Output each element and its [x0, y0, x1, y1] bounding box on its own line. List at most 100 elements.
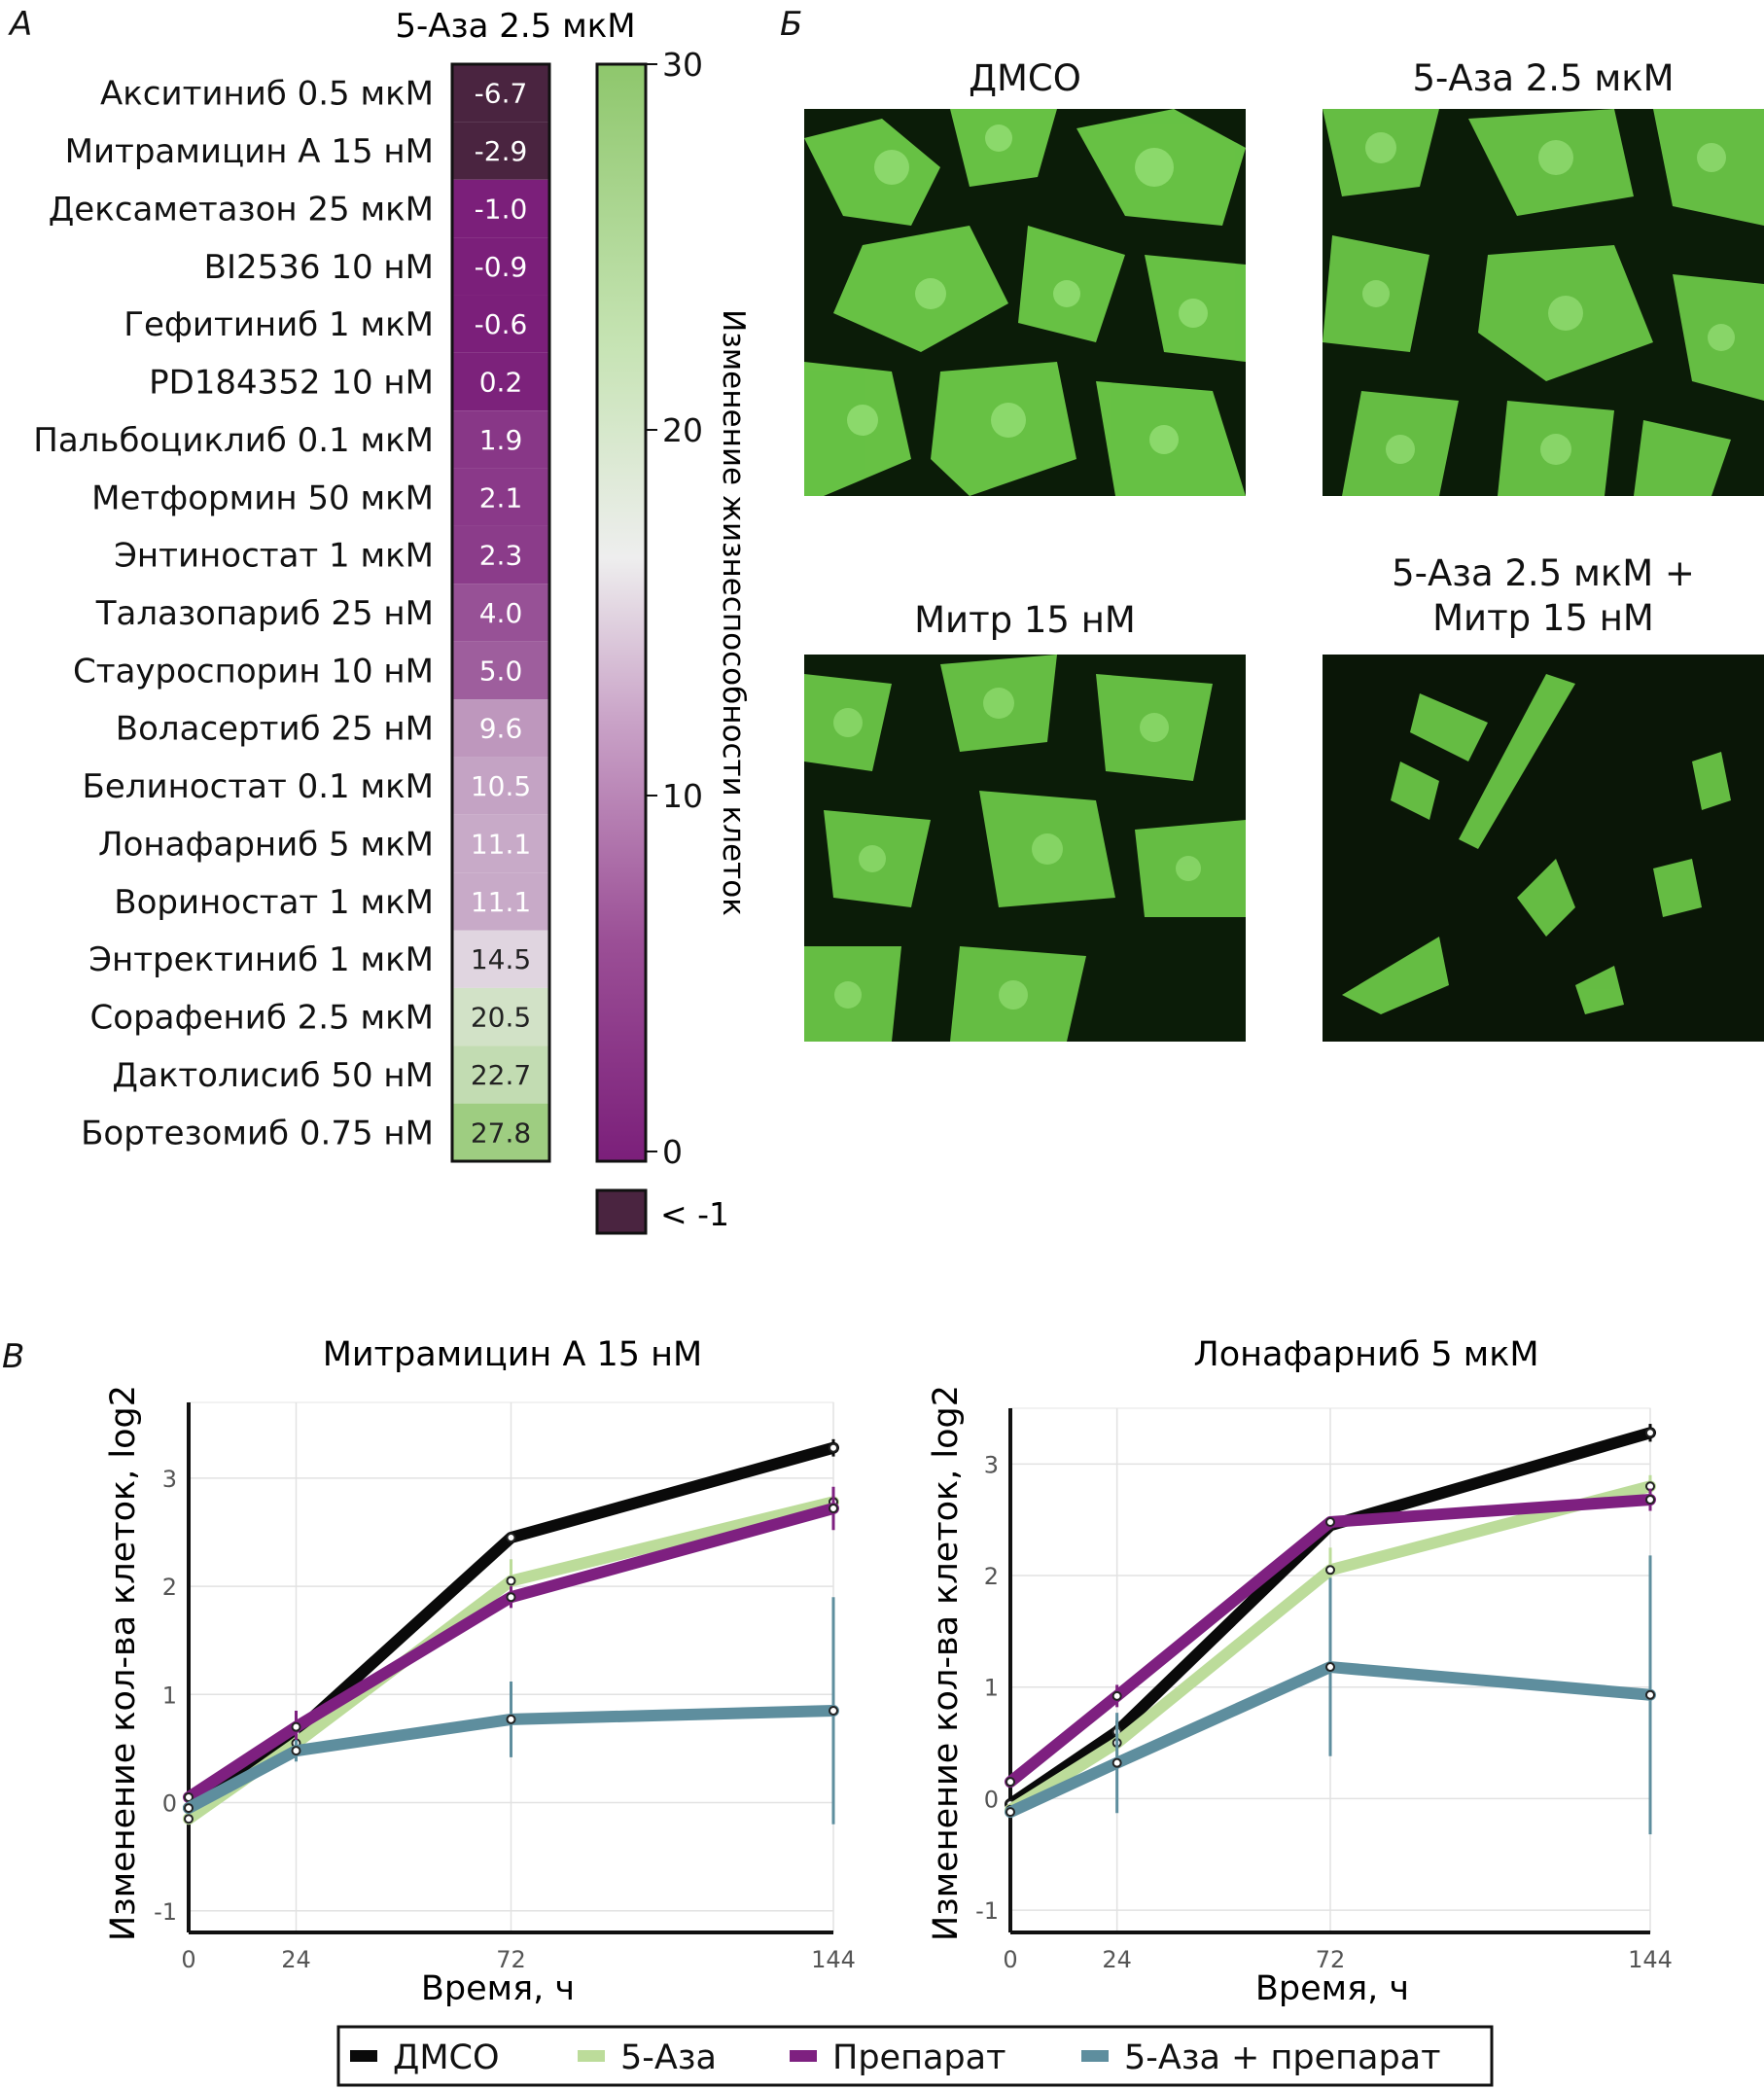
under-range-label: < -1: [660, 1195, 729, 1233]
heatmap-row-label: Энтректиниб 1 мкМ: [88, 940, 434, 979]
micrograph-aza: [1323, 109, 1764, 496]
heatmap-cell: [452, 352, 549, 411]
micrograph-combo: [1323, 655, 1764, 1042]
data-point: [1645, 1428, 1655, 1438]
data-point: [184, 1791, 194, 1802]
micrograph-title-combo: 5-Аза 2.5 мкМ + Митр 15 нМ: [1323, 551, 1764, 641]
x-tick-label: 0: [181, 1946, 195, 1973]
heatmap-cell: [452, 757, 549, 815]
chart-lonafarnib: Лонафарниб 5 мкМ Изменение кол-ва клеток…: [927, 1335, 1673, 2008]
heatmap-cell-value: 1.9: [479, 424, 523, 456]
heatmap-row-label: Пальбоциклиб 0.1 мкМ: [33, 421, 434, 460]
data-point: [1111, 1757, 1122, 1768]
heatmap-column-label: 5-Аза 2.5 мкМ: [395, 7, 635, 46]
heatmap-cell-value: 27.8: [471, 1116, 531, 1149]
y-tick-label: 3: [162, 1466, 177, 1493]
series-препарат-line: [183, 1503, 839, 1803]
heatmap-cell-value: 9.6: [479, 713, 523, 745]
data-point: [1645, 1495, 1655, 1506]
heatmap-row-label: Гефитиниб 1 мкМ: [123, 305, 434, 344]
x-tick-label: 24: [281, 1946, 311, 1973]
y-tick-label: -1: [154, 1898, 177, 1926]
heatmap-row-label: Митрамицин А 15 нМ: [65, 132, 434, 171]
heatmap-row-label: Сорафениб 2.5 мкМ: [90, 999, 434, 1038]
y-tick-label: -1: [975, 1897, 999, 1925]
heatmap-frame: [450, 62, 551, 1163]
series-дмсо-line: [183, 1441, 839, 1815]
colorbar-tick-label: 30: [662, 46, 703, 84]
heatmap-row-label: Талазопариб 25 нМ: [95, 594, 434, 633]
colorbar-label: Изменение жизнеспособности клеток: [716, 309, 751, 916]
micrograph-title-dmso: ДМСО: [969, 57, 1081, 99]
heatmap-cell-value: 0.2: [479, 367, 523, 399]
x-tick-label: 144: [1628, 1946, 1673, 1973]
data-point: [506, 1592, 516, 1603]
data-point: [829, 1705, 838, 1716]
heatmap-cell-value: 20.5: [471, 1002, 531, 1034]
colorbar-tick-label: 0: [662, 1133, 683, 1171]
panel-letter-c: В: [2, 1337, 24, 1376]
legend-frame: [336, 2025, 1494, 2087]
heatmap-cell-value: 2.3: [479, 540, 523, 572]
chart-xlabel-lonafarnib: Время, ч: [1255, 1969, 1409, 2008]
legend-swatch: [578, 2050, 605, 2062]
series-5-аза-line: [1005, 1480, 1656, 1816]
heatmap-cell: [452, 237, 549, 296]
data-point: [1645, 1689, 1655, 1700]
line-charts-panel: В Митрамицин А 15 нМ Изменение кол-ва кл…: [2, 1335, 1673, 2087]
heatmap-cell-value: -0.9: [475, 251, 528, 283]
series-5-аза-препарат-line: [1005, 1661, 1656, 1819]
heatmap-cell-value: 22.7: [471, 1059, 531, 1091]
heatmap-cell-value: -2.9: [475, 135, 528, 167]
heatmap-cell-value: -1.0: [475, 193, 528, 225]
x-tick-label: 72: [1316, 1946, 1346, 1973]
legend-label: Препарат: [832, 2038, 1005, 2077]
chart-title-mitramycin: Митрамицин А 15 нМ: [323, 1335, 703, 1374]
data-point: [829, 1442, 838, 1453]
under-range-swatch: [595, 1188, 648, 1235]
heatmap-row-label: Стауроспорин 10 нМ: [73, 652, 434, 691]
x-tick-label: 24: [1102, 1946, 1132, 1973]
data-point: [184, 1814, 194, 1824]
x-tick-label: 72: [496, 1946, 526, 1973]
colorbar: [595, 62, 648, 1163]
data-point: [291, 1746, 301, 1756]
series-5-аза-препарат-line: [183, 1704, 839, 1815]
heatmap-cell: [452, 584, 549, 642]
heatmap-cell-value: 11.1: [471, 828, 531, 860]
panel-letter-b: Б: [780, 5, 802, 44]
colorbar-tick-label: 10: [662, 777, 703, 815]
x-tick-label: 144: [811, 1946, 856, 1973]
legend-swatch: [350, 2050, 377, 2062]
micrograph-mitr: [804, 655, 1246, 1042]
heatmap-row-label: Метформин 50 мкМ: [91, 478, 434, 517]
heatmap-cell: [452, 179, 549, 238]
data-point: [184, 1803, 194, 1814]
legend-swatch: [1081, 2050, 1109, 2062]
series-препарат-line: [1005, 1494, 1656, 1789]
y-tick-label: 0: [162, 1790, 177, 1818]
data-point: [1005, 1777, 1015, 1788]
heatmap-cell: [452, 410, 549, 469]
heatmap-row-label: BI2536 10 нМ: [204, 248, 434, 287]
heatmap-cell: [452, 64, 549, 123]
chart-ylabel-lonafarnib: Изменение кол-ва клеток, log2: [927, 1385, 966, 1941]
heatmap-cell: [452, 295, 549, 353]
legend-label: ДМСО: [393, 2038, 500, 2077]
micrograph-title-aza: 5-Аза 2.5 мкМ: [1412, 57, 1675, 99]
data-point: [506, 1714, 516, 1724]
heatmap-cell: [452, 872, 549, 931]
heatmap-cell: [452, 1045, 549, 1104]
heatmap-cell-value: 5.0: [479, 655, 523, 687]
heatmap-cell-value: 14.5: [471, 943, 531, 975]
micrograph-title-mitr: Митр 15 нМ: [914, 599, 1136, 641]
legend-label: 5-Аза + препарат: [1124, 2038, 1441, 2077]
heatmap-cell: [452, 122, 549, 180]
heatmap-cell-value: -6.7: [475, 78, 528, 110]
heatmap-cell-value: 10.5: [471, 770, 531, 802]
data-point: [506, 1533, 516, 1543]
heatmap-row-label: Акситиниб 0.5 мкМ: [100, 75, 434, 114]
series-дмсо-line: [1005, 1427, 1656, 1811]
heatmap-panel: А 5-Аза 2.5 мкМ -6.7 Акситиниб 0.5 мкМ -2.…: [8, 5, 751, 1235]
micrograph-panel: Б ДМСО 5-Аза 2.5 мкМ Митр 15 нМ 5-Аза 2.…: [778, 0, 1764, 1060]
